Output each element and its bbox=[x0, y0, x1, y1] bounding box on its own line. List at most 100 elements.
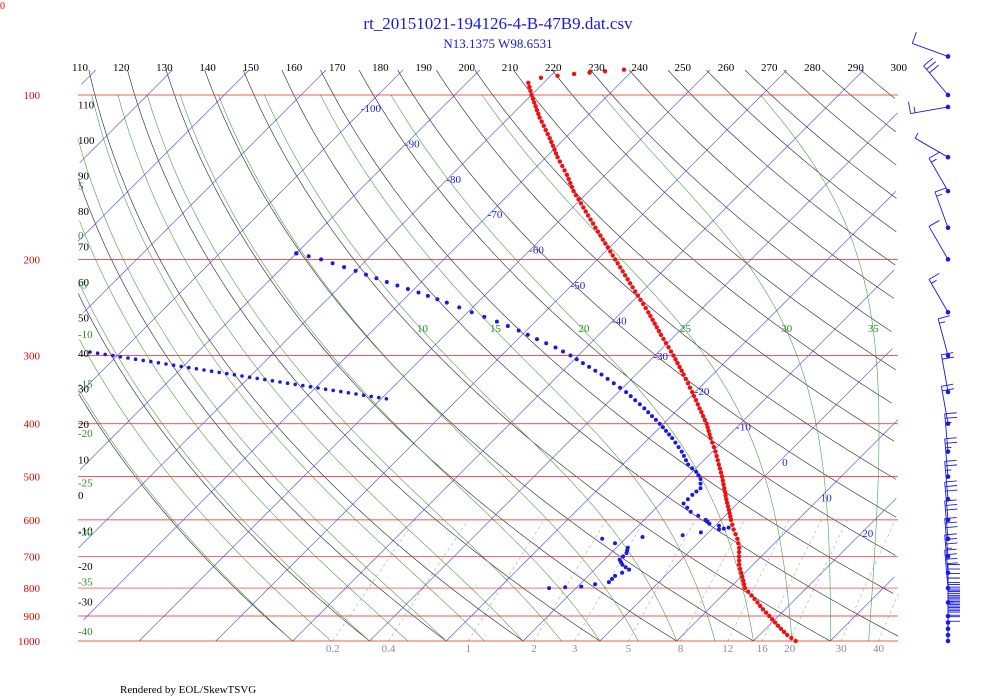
sounding-point bbox=[141, 358, 145, 363]
isotherm-label: -70 bbox=[488, 209, 503, 221]
wind-barb-flag bbox=[928, 151, 940, 159]
sounding-point bbox=[763, 610, 769, 615]
sounding-point bbox=[547, 586, 552, 591]
sounding-point bbox=[624, 390, 629, 395]
top-kelvin-label: 220 bbox=[545, 62, 562, 74]
wind-barb-flag bbox=[945, 521, 958, 524]
sounding-point bbox=[654, 325, 659, 330]
sounding-point bbox=[593, 225, 598, 230]
sounding-point bbox=[675, 360, 680, 366]
sounding-point bbox=[646, 310, 651, 315]
wind-barb-flag bbox=[938, 315, 950, 320]
sounding-point bbox=[737, 545, 742, 550]
sounding-point bbox=[209, 369, 214, 374]
sounding-point bbox=[103, 352, 107, 357]
wind-barb-flag bbox=[945, 485, 958, 488]
mixing-ratio-label: 12 bbox=[722, 643, 733, 655]
sounding-point bbox=[694, 489, 699, 494]
wind-barb-staff bbox=[928, 279, 949, 313]
isotherm-line bbox=[599, 348, 893, 642]
wind-barb-half-flag bbox=[945, 547, 952, 550]
moist-adiabat-line bbox=[79, 220, 409, 642]
dry-adiabat-line bbox=[822, 69, 896, 133]
mixing-ratio-label: 5 bbox=[626, 643, 632, 655]
dry-adiabat-line bbox=[551, 69, 896, 371]
dry-adiabat-label: 20 bbox=[78, 419, 90, 431]
sounding-point bbox=[698, 530, 703, 535]
sounding-point bbox=[691, 393, 697, 399]
sounding-point bbox=[724, 500, 730, 505]
moist-adiabat-label: 15 bbox=[490, 323, 502, 335]
isotherm-line bbox=[83, 69, 634, 620]
sounding-point bbox=[656, 328, 662, 334]
sounding-point bbox=[416, 290, 421, 295]
sounding-point bbox=[717, 466, 723, 471]
wind-barb-flag bbox=[929, 64, 939, 74]
sounding-point bbox=[642, 406, 647, 411]
sounding-point bbox=[633, 398, 638, 403]
top-kelvin-label: 180 bbox=[372, 62, 389, 74]
pressure-tick-label: 1000 bbox=[18, 636, 41, 648]
top-kelvin-label: 270 bbox=[761, 62, 778, 74]
moist-adiabat-label: 20 bbox=[578, 323, 590, 335]
moist-adiabat-label: 35 bbox=[868, 323, 880, 335]
sounding-point bbox=[571, 71, 577, 77]
sounding-point bbox=[202, 368, 206, 372]
sounding-point bbox=[708, 435, 713, 441]
wind-barb-station bbox=[945, 104, 951, 110]
sounding-point bbox=[781, 629, 787, 635]
wind-barb-station bbox=[945, 188, 951, 194]
sounding-point bbox=[685, 497, 690, 502]
sounding-point bbox=[758, 603, 763, 609]
sounding-point bbox=[617, 557, 622, 562]
sounding-point bbox=[533, 104, 538, 109]
sounding-point bbox=[149, 359, 153, 364]
sounding-point bbox=[562, 168, 567, 173]
sounding-point bbox=[270, 379, 275, 383]
sounding-point bbox=[696, 473, 701, 478]
top-kelvin-label: 170 bbox=[329, 62, 346, 74]
sounding-point bbox=[354, 392, 358, 396]
sounding-point bbox=[671, 353, 676, 358]
sounding-point bbox=[702, 417, 707, 423]
sounding-point bbox=[545, 131, 550, 137]
top-kelvin-label: 280 bbox=[804, 62, 821, 74]
mixing-ratio-line bbox=[388, 519, 469, 642]
sounding-point bbox=[539, 119, 544, 124]
mixing-ratio-label: 3 bbox=[572, 643, 578, 655]
mixing-ratio-label: 1 bbox=[466, 643, 472, 655]
top-kelvin-label: 260 bbox=[718, 62, 735, 74]
wind-barb-flag bbox=[923, 57, 934, 67]
sounding-point bbox=[361, 393, 366, 398]
moist-adiabat-label: 0 bbox=[78, 230, 84, 242]
sounding-point bbox=[578, 201, 584, 206]
mixing-ratio-line bbox=[761, 519, 822, 642]
sounding-point bbox=[676, 445, 681, 450]
dry-adiabat-label: 0 bbox=[78, 490, 84, 502]
isotherm-line bbox=[79, 69, 480, 470]
sounding-point bbox=[587, 70, 592, 75]
sounding-point bbox=[742, 585, 748, 591]
sounding-point bbox=[679, 368, 684, 373]
dry-adiabat-label: 70 bbox=[78, 242, 90, 254]
wind-barb-flag bbox=[944, 412, 957, 415]
sounding-point bbox=[740, 574, 745, 579]
wind-barb-flag bbox=[944, 533, 957, 536]
wind-barb-flag bbox=[944, 499, 957, 502]
sounding-point bbox=[726, 507, 731, 512]
wind-barb-flag bbox=[945, 504, 958, 506]
isotherm-line bbox=[81, 69, 96, 85]
sounding-point bbox=[635, 293, 640, 298]
sounding-point bbox=[608, 249, 613, 254]
sounding-point bbox=[722, 486, 727, 491]
sounding-point bbox=[736, 554, 742, 559]
sounding-point bbox=[627, 567, 632, 572]
sounding-point bbox=[576, 197, 581, 202]
pressure-tick-label: 400 bbox=[24, 419, 41, 431]
sounding-point bbox=[600, 536, 605, 541]
isotherm-line bbox=[83, 69, 327, 313]
sounding-point bbox=[602, 69, 608, 74]
pressure-tick-label: 700 bbox=[24, 551, 41, 563]
sounding-point bbox=[673, 357, 678, 362]
